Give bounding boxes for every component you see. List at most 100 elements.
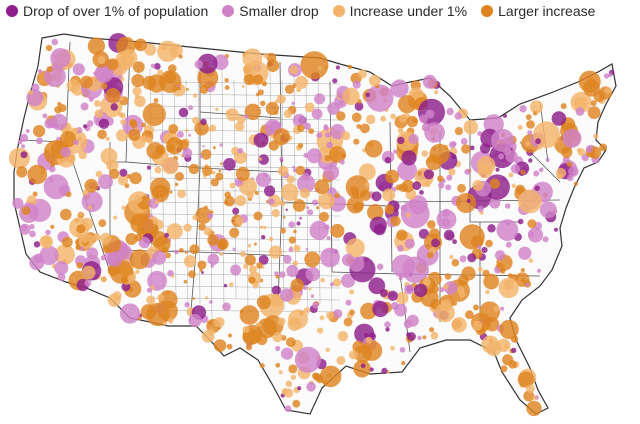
county-bubble <box>292 399 301 408</box>
county-bubble <box>131 74 145 88</box>
county-bubble <box>258 157 263 161</box>
county-bubble <box>12 197 24 209</box>
county-bubble <box>332 78 338 84</box>
county-bubble <box>279 200 286 207</box>
county-bubble <box>142 102 166 126</box>
county-bubble <box>202 165 213 176</box>
county-bubble <box>244 114 249 119</box>
county-bubble <box>528 158 533 163</box>
county-bubble <box>446 174 453 181</box>
county-bubble <box>566 161 573 167</box>
county-bubble <box>341 253 355 267</box>
county-bubble <box>352 202 363 212</box>
county-bubble <box>286 175 295 184</box>
county-bubble <box>304 102 315 113</box>
county-bubble <box>121 205 126 210</box>
county-bubble <box>368 277 386 295</box>
county-bubble <box>349 309 355 316</box>
county-bubble <box>256 295 271 310</box>
county-bubble <box>405 212 411 218</box>
county-bubble <box>394 303 407 317</box>
county-bubble <box>237 179 243 185</box>
county-bubble <box>292 113 306 127</box>
county-bubble <box>39 235 53 249</box>
county-bubble <box>132 61 145 73</box>
county-bubble <box>215 172 224 181</box>
county-bubble <box>419 114 428 124</box>
legend-item-smaller-drop: Smaller drop <box>222 3 319 19</box>
county-bubble <box>352 340 365 353</box>
county-bubble <box>438 182 445 189</box>
county-bubble <box>489 197 501 209</box>
county-bubble <box>297 124 305 132</box>
county-bubble <box>146 287 152 293</box>
county-bubble <box>207 212 214 219</box>
county-bubble <box>399 114 408 123</box>
county-bubble <box>427 220 436 229</box>
county-bubble <box>336 111 346 121</box>
county-bubble <box>146 142 164 160</box>
county-bubble <box>97 129 107 140</box>
county-bubble <box>461 144 471 154</box>
county-bubble <box>419 190 424 195</box>
county-bubble <box>185 128 189 132</box>
county-bubble <box>404 284 415 295</box>
county-bubble <box>467 253 477 263</box>
county-bubble <box>308 128 315 134</box>
county-bubble <box>520 169 526 175</box>
county-bubble <box>113 215 118 220</box>
county-bubble <box>446 107 454 116</box>
county-bubble <box>524 141 531 147</box>
county-bubble <box>497 338 511 352</box>
county-bubble <box>8 147 30 169</box>
county-bubble <box>451 258 460 267</box>
county-bubble <box>42 113 48 119</box>
county-bubble <box>119 168 128 177</box>
county-bubble <box>167 270 174 277</box>
county-bubble <box>286 337 296 348</box>
county-bubble <box>459 224 485 250</box>
county-bubble <box>60 146 71 158</box>
county-bubble <box>224 200 229 206</box>
county-bubble <box>283 109 293 119</box>
county-bubble <box>213 339 227 352</box>
county-bubble <box>107 251 123 267</box>
county-bubble <box>300 51 329 80</box>
county-bubble <box>66 79 80 93</box>
county-bubble <box>126 174 132 179</box>
county-bubble <box>129 172 142 185</box>
county-bubble <box>201 330 215 343</box>
county-bubble <box>502 113 507 118</box>
county-bubble <box>365 337 373 344</box>
county-bubble <box>538 167 544 173</box>
county-bubble <box>88 96 94 102</box>
county-bubble <box>197 53 218 74</box>
legend-label: Smaller drop <box>239 3 319 19</box>
county-bubble <box>460 138 468 145</box>
county-bubble <box>87 37 105 55</box>
population-change-bubbles <box>8 33 615 417</box>
county-bubble <box>210 210 214 214</box>
county-bubble <box>197 67 219 89</box>
county-bubble <box>110 103 118 111</box>
county-bubble <box>129 249 150 270</box>
county-bubble <box>348 350 359 360</box>
county-bubble <box>500 306 505 311</box>
legend-item-increase-under-1pct: Increase under 1% <box>332 3 467 19</box>
county-bubble <box>184 302 190 308</box>
county-bubble <box>271 285 281 295</box>
county-bubble <box>390 113 397 120</box>
county-bubble <box>317 66 322 71</box>
county-bubble <box>398 276 403 281</box>
county-bubble <box>319 211 329 222</box>
county-bubble <box>119 96 124 101</box>
county-bubble <box>128 128 141 142</box>
county-bubble <box>364 333 369 338</box>
county-bubble <box>268 245 283 259</box>
county-bubble <box>186 88 189 91</box>
county-bubble <box>436 209 457 230</box>
county-bubble <box>325 132 331 138</box>
county-bubble <box>323 124 329 130</box>
county-bubble <box>560 103 567 110</box>
county-bubble <box>50 48 71 69</box>
